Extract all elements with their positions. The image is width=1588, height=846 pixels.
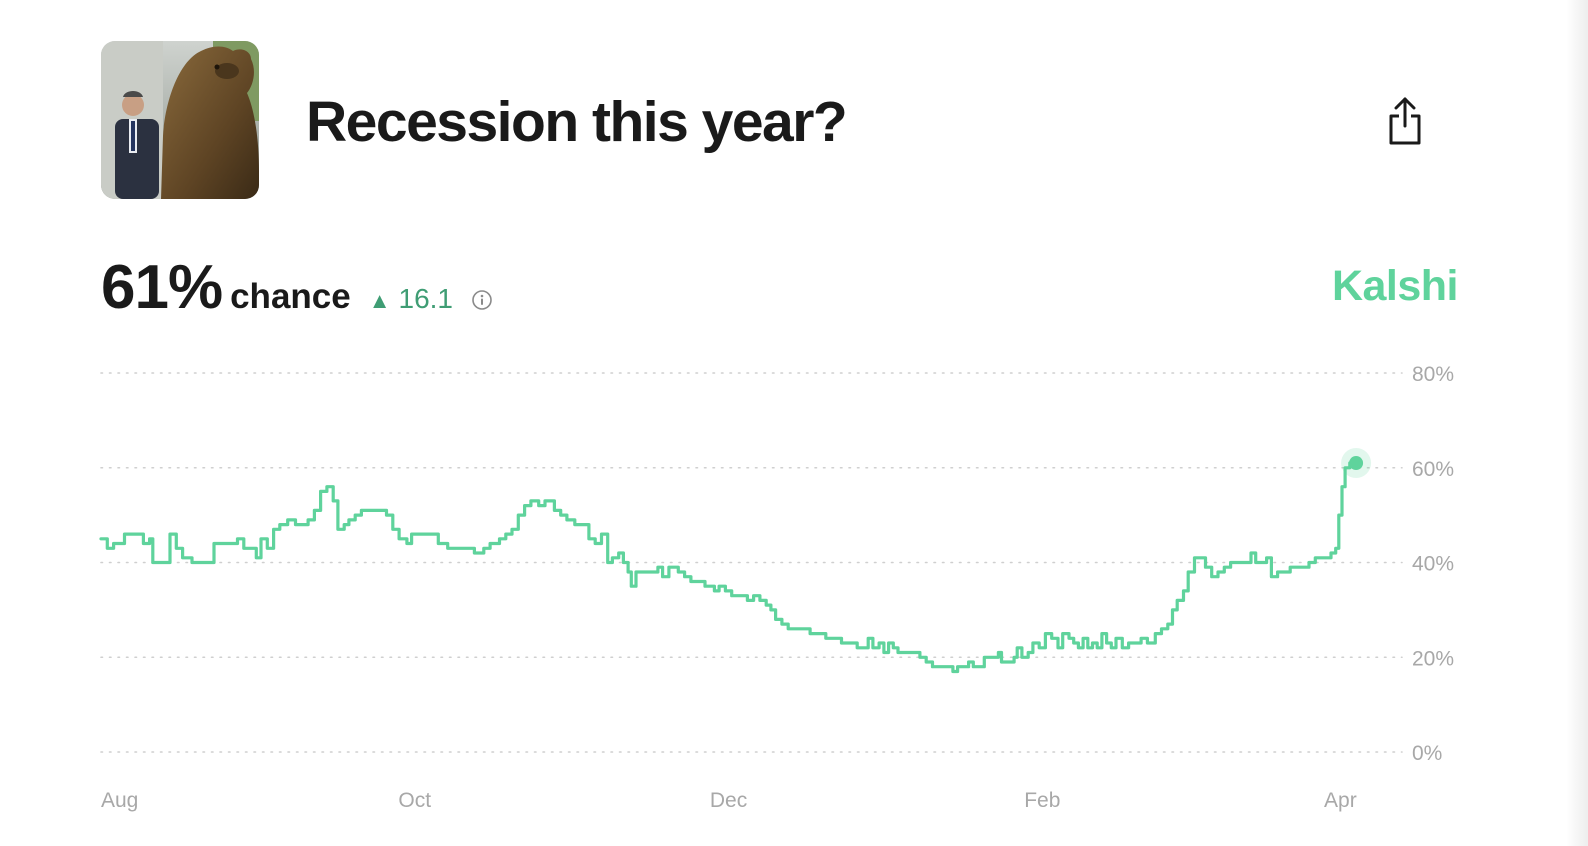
bear-statue-photo-icon (101, 41, 259, 199)
y-tick-label: 60% (1412, 458, 1454, 481)
share-button[interactable] (1384, 96, 1426, 148)
x-tick-label: Dec (710, 789, 747, 812)
kalshi-logo[interactable]: Kalshi (1331, 262, 1459, 310)
up-triangle-icon: ▲ (368, 288, 391, 313)
y-tick-label: 80% (1412, 363, 1454, 386)
x-tick-label: Feb (1024, 789, 1060, 812)
change-indicator: ▲ 16.1 (369, 283, 453, 315)
probability-summary: 61% chance ▲ 16.1 (101, 252, 493, 322)
x-tick-label: Oct (398, 789, 431, 812)
y-tick-label: 20% (1412, 647, 1454, 670)
x-tick-label: Aug (101, 789, 138, 812)
change-value: 16.1 (398, 283, 454, 314)
y-tick-label: 40% (1412, 553, 1454, 576)
market-thumbnail (101, 41, 259, 199)
share-icon (1389, 97, 1421, 145)
series-line-0 (99, 461, 1358, 674)
page-title: Recession this year? (306, 90, 848, 154)
info-icon (472, 290, 492, 310)
probability-value: 61% (101, 253, 223, 322)
x-tick-label: Apr (1324, 789, 1357, 812)
info-button[interactable] (471, 289, 493, 316)
scroll-edge-shadow (1566, 0, 1588, 846)
y-tick-label: 0% (1412, 742, 1442, 765)
chance-label: chance (230, 277, 351, 316)
last-point-marker[interactable] (1349, 456, 1364, 471)
